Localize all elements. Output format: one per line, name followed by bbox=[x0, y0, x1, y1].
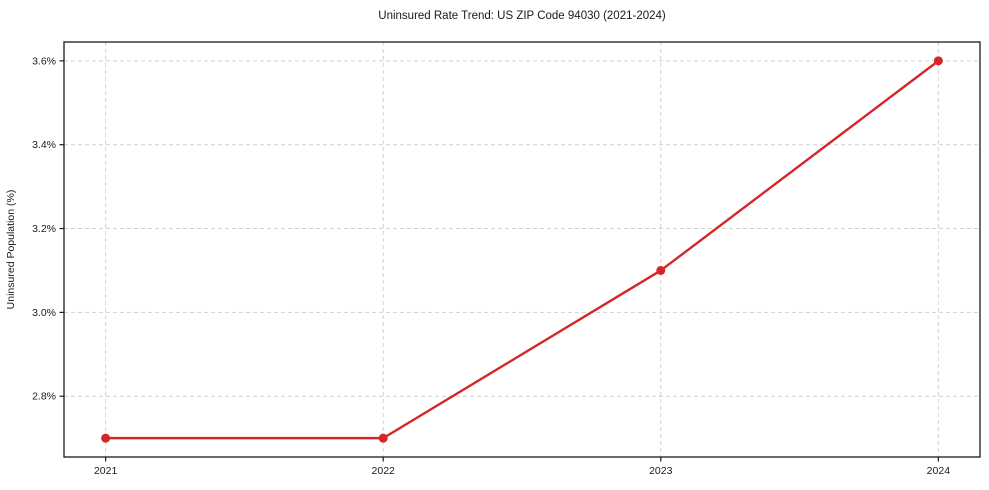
chart-title: Uninsured Rate Trend: US ZIP Code 94030 … bbox=[378, 10, 666, 22]
y-tick-label-3.6%: 3.6% bbox=[32, 55, 56, 67]
plot-area: 2021 2022 2023 2024 2.8% 3.0% 3.2% 3.4% 3.6% bbox=[32, 41, 981, 477]
data-point-2024 bbox=[933, 56, 943, 66]
x-tick-label-2024: 2024 bbox=[927, 465, 951, 477]
data-point-2021 bbox=[101, 433, 111, 443]
x-tick-label-2023: 2023 bbox=[649, 465, 673, 477]
x-tick-label-2022: 2022 bbox=[372, 465, 396, 477]
data-point-2023 bbox=[656, 265, 666, 275]
y-tick-label-3.4%: 3.4% bbox=[32, 139, 56, 151]
y-tick-label-3.0%: 3.0% bbox=[32, 307, 56, 319]
data-point-2022 bbox=[378, 433, 388, 443]
x-tick-label-2021: 2021 bbox=[94, 465, 118, 477]
trend-line bbox=[104, 59, 940, 440]
y-tick-label-3.2%: 3.2% bbox=[32, 223, 56, 235]
plot-border bbox=[63, 41, 981, 458]
y-axis-label: Uninsured Population (%) bbox=[5, 190, 17, 310]
y-tick-label-2.8%: 2.8% bbox=[32, 391, 56, 403]
